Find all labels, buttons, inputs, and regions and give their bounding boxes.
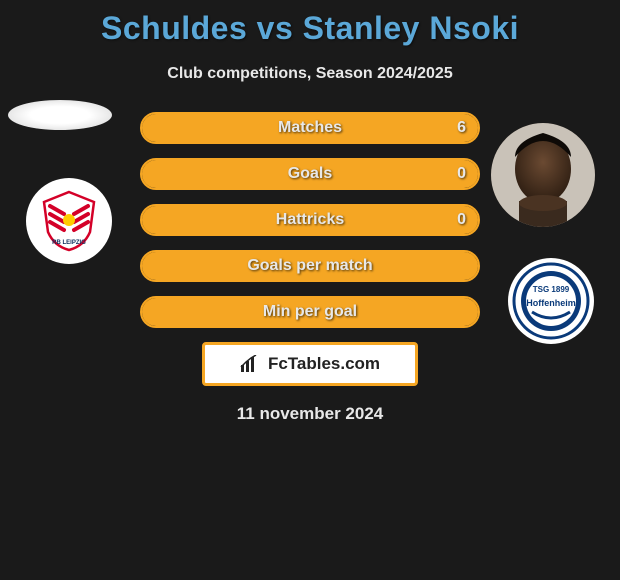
stat-row-min-per-goal: Min per goal [140, 296, 480, 328]
stat-row-hattricks: Hattricks 0 [140, 204, 480, 236]
stat-value-right: 6 [457, 119, 466, 137]
stat-label: Hattricks [276, 211, 344, 229]
stat-value-right: 0 [457, 211, 466, 229]
stat-row-matches: Matches 6 [140, 112, 480, 144]
stats-list: Matches 6 Goals 0 Hattricks 0 Goals per … [0, 112, 620, 424]
branding-text: FcTables.com [268, 354, 380, 374]
stat-row-goals-per-match: Goals per match [140, 250, 480, 282]
stat-label: Goals [288, 165, 332, 183]
branding-box: FcTables.com [202, 342, 418, 386]
stat-label: Matches [278, 119, 342, 137]
date-text: 11 november 2024 [0, 404, 620, 424]
stat-label: Min per goal [263, 303, 357, 321]
page-title: Schuldes vs Stanley Nsoki [0, 0, 620, 47]
chart-icon [240, 355, 262, 373]
stat-label: Goals per match [247, 257, 372, 275]
stat-value-right: 0 [457, 165, 466, 183]
stat-row-goals: Goals 0 [140, 158, 480, 190]
subtitle: Club competitions, Season 2024/2025 [0, 65, 620, 83]
